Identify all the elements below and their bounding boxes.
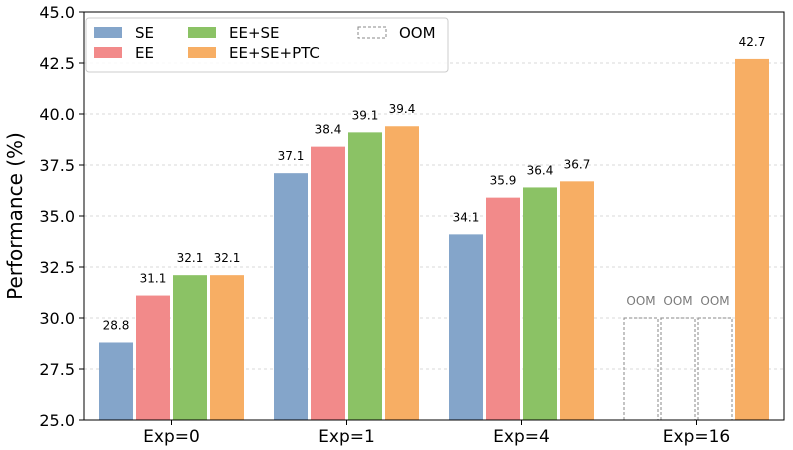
legend-swatch: [94, 27, 122, 38]
oom-bar: [623, 317, 659, 421]
bar-value-label: 32.1: [214, 251, 241, 265]
bar-ee-se-ptc: [560, 181, 594, 420]
bar-se: [449, 234, 483, 420]
oom-label: OOM: [663, 294, 692, 308]
y-tick-label: 37.5: [39, 156, 75, 175]
bar-labels: 28.8 31.1 32.1 32.1 37.1 38.4 39.1 39.4 34.1 35.9…: [103, 35, 766, 333]
bar-value-label: 36.7: [564, 157, 591, 171]
bar-value-label: 36.4: [527, 163, 554, 177]
y-tick-label: 35.0: [39, 207, 75, 226]
y-tick-label: 30.0: [39, 309, 75, 328]
bar-value-label: 31.1: [140, 272, 167, 286]
bar-value-label: 37.1: [278, 149, 305, 163]
legend-swatch: [188, 47, 216, 58]
y-tick-label: 32.5: [39, 258, 75, 277]
bar-value-label: 32.1: [177, 251, 204, 265]
bar-value-label: 38.4: [315, 123, 342, 137]
bar-se: [274, 173, 308, 420]
legend-label: EE+SE+PTC: [229, 44, 320, 62]
legend: SE EE EE+SE EE+SE+PTC OOM: [85, 17, 449, 73]
legend-box: [85, 17, 449, 73]
legend-label: EE: [135, 44, 154, 62]
bar-value-label: 39.1: [352, 108, 379, 122]
oom-label: OOM: [626, 294, 655, 308]
legend-swatch: [188, 27, 216, 38]
bar-ee-se-ptc: [210, 275, 244, 420]
y-tick-label: 42.5: [39, 54, 75, 73]
bar-value-label: 34.1: [453, 210, 480, 224]
bar-ee-se-ptc: [735, 58, 769, 421]
bar-value-label: 42.7: [739, 35, 766, 49]
y-axis-ticks: 25.0 27.5 30.0 32.5 35.0 37.5 40.0 42.5 45.0: [39, 3, 84, 430]
bar-ee-se: [523, 187, 557, 420]
bar-ee: [311, 146, 345, 420]
bar-ee-se: [173, 275, 207, 420]
y-tick-label: 45.0: [39, 3, 75, 22]
bar-value-label: 28.8: [103, 318, 130, 332]
y-axis-label: Performance (%): [3, 132, 27, 300]
bars: [99, 58, 769, 421]
bar-ee: [136, 295, 170, 420]
y-tick-label: 27.5: [39, 360, 75, 379]
x-tick-label: Exp=16: [663, 427, 730, 447]
legend-swatch: [94, 47, 122, 58]
legend-label: OOM: [399, 24, 436, 42]
legend-swatch-oom: [357, 26, 387, 39]
legend-label: SE: [135, 24, 154, 42]
bar-se: [99, 342, 133, 420]
bar-value-label: 35.9: [490, 174, 517, 188]
x-tick-label: Exp=0: [143, 427, 200, 447]
oom-label: OOM: [700, 294, 729, 308]
x-tick-label: Exp=1: [318, 427, 375, 447]
bar-ee: [486, 197, 520, 420]
bar-ee-se-ptc: [385, 126, 419, 421]
legend-label: EE+SE: [229, 24, 280, 42]
bar-value-label: 39.4: [389, 102, 416, 116]
y-tick-label: 25.0: [39, 411, 75, 430]
bar-ee-se: [348, 132, 382, 421]
x-tick-label: Exp=4: [493, 427, 550, 447]
x-axis-ticks: Exp=0 Exp=1 Exp=4 Exp=16: [143, 420, 730, 447]
y-tick-label: 40.0: [39, 105, 75, 124]
